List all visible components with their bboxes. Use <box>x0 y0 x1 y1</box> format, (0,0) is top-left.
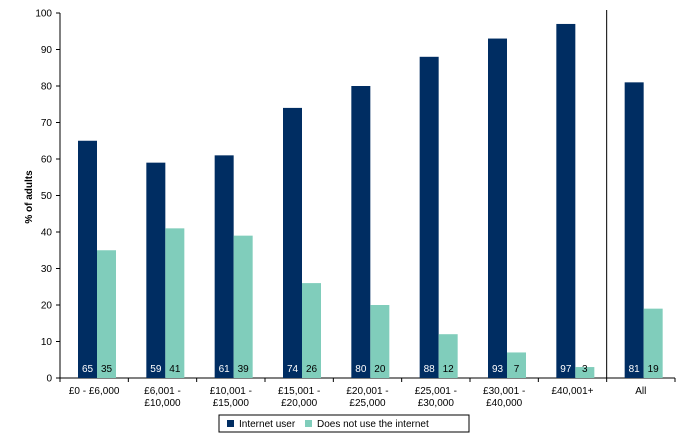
bar-non-user <box>507 352 526 378</box>
x-category-label: £6,001 -£10,000 <box>144 386 181 409</box>
x-category-label: £0 - £6,000 <box>69 386 120 397</box>
bar-internet-user <box>78 140 97 378</box>
bar-non-user <box>97 250 116 378</box>
y-tick-label: 70 <box>41 118 53 129</box>
x-category-label: £25,001 -£30,000 <box>415 386 457 409</box>
data-label: 65 <box>82 364 94 375</box>
bar-internet-user <box>488 38 507 379</box>
bar-internet-user <box>419 56 439 379</box>
bar-non-user <box>165 228 185 378</box>
y-tick-label: 0 <box>46 374 52 385</box>
data-label: 26 <box>306 364 318 375</box>
data-label: 12 <box>443 364 455 375</box>
bar-internet-user <box>351 86 371 378</box>
bar-internet-user <box>214 155 234 378</box>
data-label: 97 <box>560 364 572 375</box>
bar-internet-user <box>146 162 166 378</box>
y-tick-label: 60 <box>41 155 53 166</box>
legend-label: Does not use the internet <box>317 419 429 430</box>
data-label: 61 <box>219 364 231 375</box>
legend-swatch <box>227 420 234 427</box>
data-label: 39 <box>238 364 250 375</box>
data-labels: 65 35 59 41 61 39 74 26 80 20 88 12 93 7 97 3 81 19 <box>82 364 659 375</box>
tick-labels: 0 10 20 30 40 50 60 70 80 90 100 £0 - £6,000 £6,001 … <box>35 9 646 410</box>
y-axis-label: % of adults <box>24 170 35 224</box>
y-tick-label: 80 <box>41 82 53 93</box>
data-label: 7 <box>514 364 520 375</box>
bar-non-user <box>575 367 595 378</box>
x-category-label: All <box>635 386 646 397</box>
legend-label: Internet user <box>239 419 296 430</box>
data-label: 74 <box>287 364 299 375</box>
data-label: 93 <box>492 364 504 375</box>
x-category-label: £15,001 -£20,000 <box>278 386 320 409</box>
y-tick-label: 10 <box>41 337 53 348</box>
bar-non-user <box>233 235 253 378</box>
y-tick-label: 50 <box>41 191 53 202</box>
bar-non-user <box>438 334 458 378</box>
bar-non-user <box>370 305 390 378</box>
legend-swatch <box>305 420 312 427</box>
bar-internet-user <box>556 23 576 378</box>
y-tick-label: 90 <box>41 45 53 56</box>
data-label: 35 <box>101 364 113 375</box>
bar-non-user <box>643 308 663 378</box>
bar-internet-user <box>624 82 644 378</box>
y-tick-label: 100 <box>35 9 52 20</box>
x-category-label: £20,001 -£25,000 <box>346 386 388 409</box>
y-tick-label: 20 <box>41 301 53 312</box>
bars <box>78 23 663 379</box>
x-category-label: £30,001 -£40,000 <box>483 386 525 409</box>
bar-non-user <box>302 283 321 378</box>
bar-internet-user <box>283 107 302 379</box>
data-label: 81 <box>629 364 641 375</box>
data-label: 41 <box>169 364 181 375</box>
y-tick-label: 30 <box>41 264 53 275</box>
data-label: 59 <box>150 364 162 375</box>
data-label: 88 <box>424 364 436 375</box>
data-label: 19 <box>648 364 660 375</box>
x-category-label: £40,001+ <box>552 386 594 397</box>
data-label: 20 <box>374 364 386 375</box>
legend-box <box>218 414 470 433</box>
data-label: 3 <box>582 364 588 375</box>
legend: Internet user Does not use the internet <box>218 414 470 433</box>
y-tick-label: 40 <box>41 228 53 239</box>
data-label: 80 <box>355 364 367 375</box>
x-category-label: £10,001 -£15,000 <box>210 386 252 409</box>
